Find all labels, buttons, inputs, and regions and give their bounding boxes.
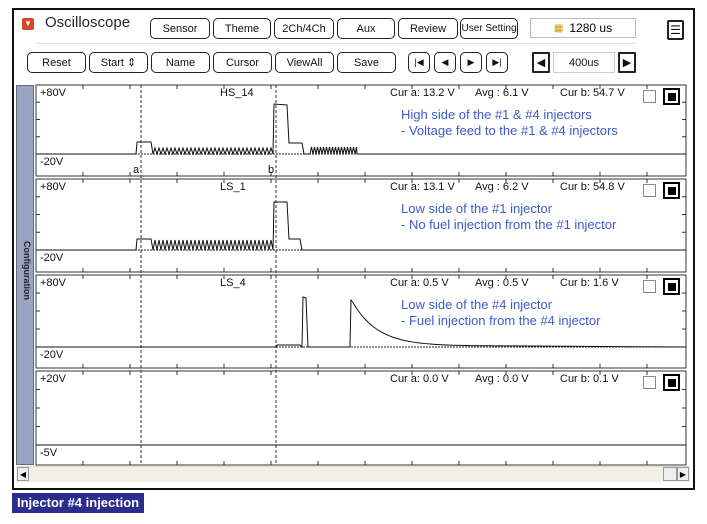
reset-button[interactable]: Reset	[27, 52, 86, 73]
sensor-button[interactable]: Sensor	[150, 18, 210, 39]
theme-button[interactable]: Theme	[213, 18, 271, 39]
average-value: Avg : 0.5 V	[475, 277, 529, 289]
cursor-a-value: Cur a: 13.1 V	[390, 181, 455, 193]
channel-max-label: +80V	[40, 277, 66, 289]
channel-enable-toggle[interactable]	[663, 278, 680, 295]
channel-frame	[35, 370, 687, 466]
scroll-right-icon[interactable]: ▶	[677, 467, 689, 481]
scroll-left-icon[interactable]: ◀	[17, 467, 29, 481]
toolbar-divider	[36, 43, 636, 44]
channel-frame	[35, 84, 687, 177]
channel-checkbox[interactable]	[643, 184, 656, 197]
next-icon[interactable]: ▶	[460, 52, 482, 73]
cursor-a-marker: a	[133, 164, 140, 176]
average-value: Avg : 0.0 V	[475, 373, 529, 385]
timebase-icon: ▦	[553, 22, 564, 34]
toggle-fill	[668, 187, 676, 195]
configuration-panel-toggle[interactable]: Configuration	[16, 85, 34, 465]
annotation-line-2: - Fuel injection from the #4 injector	[401, 313, 601, 328]
layout-icon[interactable]: ☰	[667, 20, 684, 40]
annotation-line-1: Low side of the #4 injector	[401, 297, 553, 312]
annotation-line-1: High side of the #1 & #4 injectors	[401, 107, 592, 122]
channel-frame	[35, 274, 687, 369]
toggle-fill	[668, 379, 676, 387]
start-label: Start	[100, 56, 124, 69]
annotation-line-1: Low side of the #1 injector	[401, 201, 553, 216]
channel-frame	[35, 178, 687, 273]
cursor-b-marker: b	[268, 164, 275, 176]
menu-icon[interactable]: ▼	[22, 18, 34, 30]
channel-mode-button[interactable]: 2Ch/4Ch	[274, 18, 334, 39]
channel-min-label: -20V	[40, 252, 64, 264]
channel-enable-toggle[interactable]	[663, 88, 680, 105]
figure-caption: Injector #4 injection	[12, 493, 145, 513]
cursor-b-value: Cur b: 1.6 V	[560, 277, 619, 289]
channel-min-label: -5V	[40, 447, 58, 459]
cursor-b-value: Cur b: 0.1 V	[560, 373, 619, 385]
cursor-b-value: Cur b: 54.7 V	[560, 87, 625, 99]
hs14-trace	[36, 103, 686, 156]
channel-enable-toggle[interactable]	[663, 374, 680, 391]
timescale-value[interactable]: 400us	[553, 52, 615, 73]
viewall-button[interactable]: ViewAll	[275, 52, 334, 73]
updown-icon: ⇕	[127, 57, 137, 69]
toggle-fill	[668, 283, 676, 291]
channel-checkbox[interactable]	[643, 376, 656, 389]
horizontal-scrollbar[interactable]	[16, 466, 690, 482]
channel-checkbox[interactable]	[643, 90, 656, 103]
channel-name: HS_14	[220, 87, 254, 99]
channel-checkbox[interactable]	[643, 280, 656, 293]
channel-max-label: +80V	[40, 87, 66, 99]
timescale-up-icon[interactable]: ▶	[618, 52, 636, 73]
annotation-line-2: - No fuel injection from the #1 injector	[401, 217, 617, 232]
timescale-down-icon[interactable]: ◀	[532, 52, 550, 73]
last-icon[interactable]: ▶|	[486, 52, 508, 73]
average-value: Avg : 6.1 V	[475, 87, 529, 99]
channel-min-label: -20V	[40, 156, 64, 168]
channel-name: LS_4	[220, 277, 246, 289]
channel-name: LS_1	[220, 181, 246, 193]
channel-max-label: +20V	[40, 373, 66, 385]
start-select[interactable]: Start ⇕	[89, 52, 148, 73]
prev-icon[interactable]: ◀	[434, 52, 456, 73]
channel-max-label: +80V	[40, 181, 66, 193]
cursor-a-value: Cur a: 13.2 V	[390, 87, 455, 99]
first-icon[interactable]: |◀	[408, 52, 430, 73]
scroll-thumb[interactable]	[663, 467, 677, 481]
aux-button[interactable]: Aux	[337, 18, 395, 39]
ls4-trace	[36, 296, 687, 349]
average-value: Avg : 6.2 V	[475, 181, 529, 193]
channel-min-label: -20V	[40, 349, 64, 361]
app-title: Oscilloscope	[45, 14, 131, 31]
channel-enable-toggle[interactable]	[663, 182, 680, 199]
cursor-b-value: Cur b: 54.8 V	[560, 181, 625, 193]
cursor-a-value: Cur a: 0.0 V	[390, 373, 449, 385]
cursor-button[interactable]: Cursor	[213, 52, 272, 73]
annotation-line-2: - Voltage feed to the #1 & #4 injectors	[401, 123, 618, 138]
ls1-trace	[36, 201, 686, 251]
review-button[interactable]: Review	[398, 18, 458, 39]
toggle-fill	[668, 93, 676, 101]
user-setting-button[interactable]: User Setting	[460, 18, 518, 39]
save-button[interactable]: Save	[337, 52, 396, 73]
timebase-value: 1280 us	[569, 21, 613, 35]
timebase-display: ▦ 1280 us	[530, 18, 636, 38]
cursor-a-value: Cur a: 0.5 V	[390, 277, 449, 289]
name-button[interactable]: Name	[151, 52, 210, 73]
